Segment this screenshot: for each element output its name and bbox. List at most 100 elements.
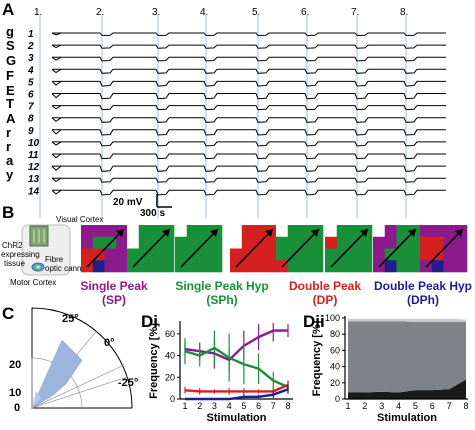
lfp-trace-onset (51, 32, 62, 36)
map-cell (276, 225, 289, 238)
polar-wedge-small (32, 391, 41, 408)
map-cell (198, 225, 211, 238)
map-cell (336, 236, 349, 249)
array-label-letter: T (6, 96, 14, 111)
map-cell (265, 236, 278, 249)
channel-number: 3 (28, 53, 34, 64)
map-cell (210, 248, 223, 261)
array-label-letter: r (6, 125, 11, 140)
map-cell (265, 260, 278, 273)
array-label-letter: S (6, 38, 15, 53)
map-cell (384, 260, 397, 273)
x-tick-label: 2 (362, 401, 367, 411)
x-tick-label: 7 (271, 401, 276, 411)
stimulation-number: 2. (96, 7, 104, 18)
fibre-label: Fibre (45, 255, 64, 264)
lfp-trace (52, 44, 446, 49)
map-cell (396, 260, 409, 273)
lfp-trace (52, 189, 446, 196)
map-cell (455, 248, 468, 261)
angle-label-25: 25° (62, 313, 79, 325)
arrow-head (162, 229, 170, 237)
map-cell (325, 225, 338, 238)
array-label-letter: E (6, 83, 15, 98)
map-cell (408, 260, 421, 273)
map-cell (287, 225, 300, 238)
series-line-sp (184, 329, 288, 362)
propagation-map (230, 225, 278, 273)
arrow-head (455, 229, 463, 237)
x-tick-label: 3 (212, 401, 217, 411)
array-label-letter: a (6, 153, 14, 168)
map-cell (198, 260, 211, 273)
lfp-trace-onset (51, 129, 62, 135)
stimulation-number: 8. (400, 7, 408, 18)
map-cell (311, 248, 324, 261)
lfp-trace (52, 117, 446, 123)
map-cell (431, 225, 444, 238)
map-cell (81, 225, 94, 238)
angle-label-neg25: -25° (118, 377, 138, 389)
map-cell (162, 236, 175, 249)
lfp-trace (52, 177, 446, 183)
radial-label-10: 10 (9, 387, 21, 399)
category-sp-abbr: (SP) (102, 293, 126, 307)
tissue-label: tissue (4, 259, 25, 268)
map-cell (81, 236, 94, 249)
propagation-map (373, 225, 421, 273)
channel-number: 8 (28, 114, 34, 125)
panel-di-label: Di (141, 312, 158, 331)
map-cell (287, 260, 300, 273)
map-cell (396, 248, 409, 261)
chart-dii: 0 20 40 60 80 100 1 2 3 4 5 6 7 8 Frequency [%] Stimula… (311, 313, 469, 424)
y-tick-label: 100 (325, 313, 340, 323)
map-cell (408, 248, 421, 261)
category-dp-abbr: (DP) (313, 293, 338, 307)
map-cell (116, 260, 129, 273)
lfp-trace (52, 153, 446, 160)
map-cell (162, 260, 175, 273)
arrow-head (360, 229, 368, 237)
map-cell (408, 236, 421, 249)
map-cell (127, 248, 140, 261)
arrow-head (116, 229, 124, 237)
channel-number: 2 (27, 41, 34, 52)
category-sph-abbr: (SPh) (206, 293, 237, 307)
array-label-letter: y (6, 167, 14, 182)
map-cell (230, 248, 243, 261)
map-cell (186, 236, 199, 249)
stimulation-number: 1. (34, 7, 42, 18)
panel-dii-label-text: Dii (303, 312, 325, 331)
lfp-trace-onset (51, 165, 62, 171)
array-label-letter: g (6, 24, 14, 39)
lfp-trace-onset (51, 189, 62, 195)
map-cell (127, 225, 140, 238)
arrow-head (265, 229, 273, 237)
array-label-letter: A (6, 111, 16, 126)
radial-label-0: 0 (14, 402, 20, 414)
channel-number: 6 (28, 90, 34, 101)
map-cell (325, 236, 338, 249)
channel-number: 14 (28, 186, 40, 197)
panel-a-label: A (2, 0, 14, 19)
y-tick-label: 40 (330, 362, 340, 372)
map-cell (210, 260, 223, 273)
scale-time-label: 300 s (140, 208, 165, 219)
x-tick-label: 5 (413, 401, 418, 411)
x-tick-label: 8 (285, 401, 290, 411)
propagation-arrow (180, 228, 219, 268)
map-cell (127, 236, 140, 249)
lfp-trace (52, 129, 446, 136)
map-cell (116, 236, 129, 249)
motor-cortex-label: Motor Cortex (10, 278, 56, 287)
optic-cannula-label: optic cannula (45, 264, 93, 273)
area-light (348, 318, 466, 323)
scale-bar (156, 194, 172, 208)
channel-number: 5 (28, 77, 34, 88)
map-cell (104, 225, 117, 238)
arrow-head (311, 229, 319, 237)
map-cell (348, 248, 361, 261)
area-grey (348, 321, 466, 393)
x-tick-label: 1 (345, 401, 350, 411)
lfp-trace-onset (51, 153, 62, 159)
